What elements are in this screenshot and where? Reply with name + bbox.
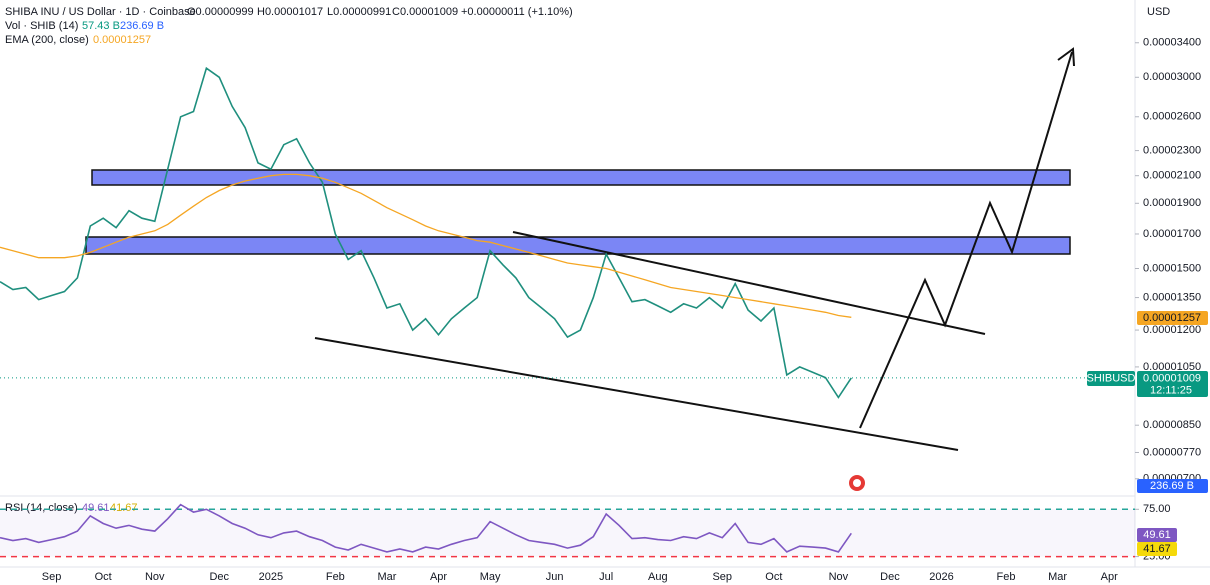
x-tick-label: Dec	[209, 571, 229, 583]
x-tick-label: Jun	[546, 571, 564, 583]
volume-badge-label: 236.69 B	[1150, 480, 1194, 492]
x-tick-label: Mar	[1048, 571, 1067, 583]
volume-ma-value: 236.69 B	[120, 20, 164, 32]
y-tick-label: 75.00	[1143, 503, 1171, 515]
x-tick-label: Nov	[829, 571, 849, 583]
y-tick-label: 0.00001050	[1143, 361, 1201, 373]
x-tick-label: Sep	[42, 571, 62, 583]
y-tick-label: 0.00003400	[1143, 37, 1201, 49]
x-tick-label: Feb	[997, 571, 1016, 583]
symbol-badge	[1087, 371, 1135, 386]
ohlc-close: C0.00001009	[392, 6, 458, 18]
y-tick-label: 0.00001200	[1143, 324, 1201, 336]
ema-badge	[1137, 311, 1208, 325]
series-line	[0, 503, 852, 553]
ohlc-high: H0.00001017	[257, 6, 323, 18]
projection-arrow	[859, 51, 1073, 429]
price-badge-label: 0.00001009	[1143, 372, 1201, 384]
rsi-ma-value: 41.67	[110, 502, 138, 514]
ema-value: 0.00001257	[93, 34, 151, 46]
series-line	[0, 173, 852, 318]
rsi-ma-badge	[1137, 542, 1177, 556]
x-tick-label: 2026	[929, 571, 953, 583]
channel-lower	[314, 337, 959, 451]
x-tick-label: May	[480, 571, 501, 583]
y-tick-label: 0.00002300	[1143, 144, 1201, 156]
resistance-zone	[91, 169, 1071, 186]
x-tick-label: Sep	[712, 571, 732, 583]
rsi-badge	[1137, 528, 1177, 542]
rsi-value: 49.61	[82, 502, 110, 514]
y-tick-label: 0.00000770	[1143, 446, 1201, 458]
event-icon-inner	[853, 479, 861, 487]
y-tick-label: 0.00000850	[1143, 419, 1201, 431]
x-tick-label: Mar	[377, 571, 396, 583]
x-tick-label: Dec	[880, 571, 900, 583]
rsi-legend: RSI (14, close)	[5, 502, 78, 514]
x-tick-label: Oct	[95, 571, 112, 583]
y-tick-label: 0.00003000	[1143, 71, 1201, 83]
price-badge	[1137, 371, 1208, 397]
volume-value: 57.43 B	[82, 20, 120, 32]
symbol-title: SHIBA INU / US Dollar · 1D · Coinbase	[5, 6, 196, 18]
series-line	[0, 66, 852, 399]
countdown: 12:11:25	[1150, 384, 1192, 396]
arrow-head	[1057, 47, 1075, 67]
volume-legend: Vol · SHIB (14)	[5, 20, 78, 32]
ema-badge-label: 0.00001257	[1143, 312, 1201, 324]
y-tick-label: 0.00001500	[1143, 262, 1201, 274]
ohlc-low: L0.00000991	[327, 6, 391, 18]
ema-legend: EMA (200, close)	[5, 34, 89, 46]
x-tick-label: Oct	[765, 571, 782, 583]
volume-badge	[1137, 479, 1208, 493]
currency: USD	[1147, 6, 1170, 18]
y-tick-label: 0.00001700	[1143, 228, 1201, 240]
channel-upper	[512, 231, 986, 335]
rsi-ma-badge-label: 41.67	[1143, 543, 1171, 555]
x-tick-label: Jul	[599, 571, 613, 583]
x-tick-label: Apr	[1101, 571, 1118, 583]
y-tick-label: 0.00002100	[1143, 170, 1201, 182]
x-tick-label: Feb	[326, 571, 345, 583]
ohlc-open: O0.00000999	[187, 6, 254, 18]
x-tick-label: Aug	[648, 571, 668, 583]
ohlc-change: +0.00000011 (+1.10%)	[461, 6, 573, 18]
x-tick-label: 2025	[259, 571, 283, 583]
x-tick-label: Apr	[430, 571, 447, 583]
y-tick-label: 0.00001350	[1143, 291, 1201, 303]
y-tick-label: 0.00002600	[1143, 111, 1201, 123]
x-tick-label: Nov	[145, 571, 165, 583]
symbol-badge-label: SHIBUSD	[1087, 372, 1136, 384]
rsi-badge-label: 49.61	[1143, 529, 1171, 541]
y-tick-label: 0.00001900	[1143, 197, 1201, 209]
